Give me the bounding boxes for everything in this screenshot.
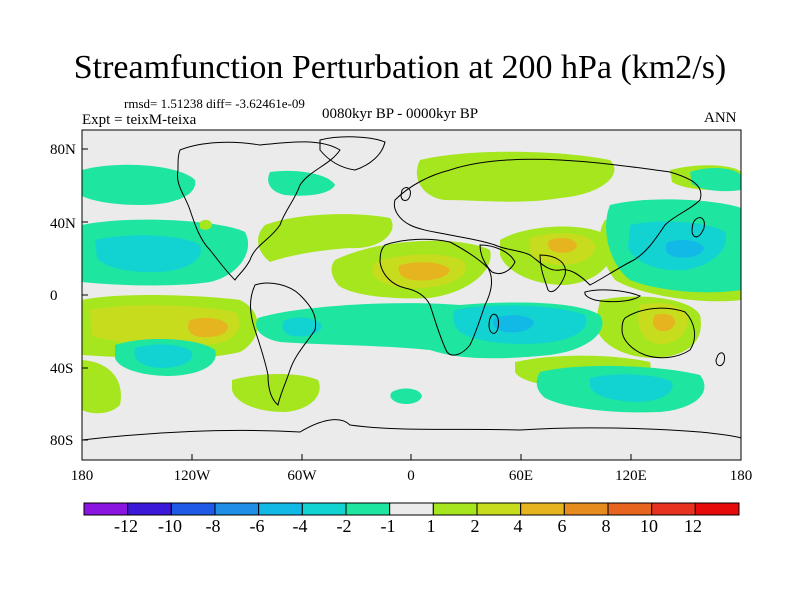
contour-asia-orange bbox=[548, 237, 577, 253]
colorbar-box-2 bbox=[170, 502, 216, 516]
contour-africa-orange bbox=[398, 262, 450, 281]
coast-greenland bbox=[319, 136, 386, 171]
lat-tick-80s: 80S bbox=[50, 433, 74, 449]
colorbar-box-7 bbox=[389, 502, 434, 516]
colorbar-label-8: 8 bbox=[601, 516, 611, 536]
coast-british-isles bbox=[400, 187, 411, 201]
lon-tick-0: 0 bbox=[407, 468, 415, 484]
contour-sw-pacific-green bbox=[82, 360, 121, 414]
coast-antarctica bbox=[82, 419, 741, 441]
colorbar-box-10 bbox=[520, 502, 565, 516]
colorbar-box-8 bbox=[432, 502, 478, 516]
colorbar-box-3 bbox=[214, 502, 260, 516]
lon-tick-180e: 180 bbox=[729, 468, 753, 484]
colorbar-label-m8: -8 bbox=[205, 516, 221, 536]
colorbar-box-5 bbox=[301, 502, 347, 516]
colorbar-box-11 bbox=[563, 502, 609, 516]
contour-south-pacific-blue bbox=[134, 344, 193, 368]
colorbar bbox=[83, 502, 740, 516]
contour-small-green-bubble bbox=[200, 219, 212, 230]
coast-south-america bbox=[250, 282, 317, 406]
coast-arabia bbox=[479, 244, 516, 275]
coastlines bbox=[82, 136, 741, 441]
colorbar-label-2: 2 bbox=[470, 516, 480, 536]
colorbar-label-m1: -1 bbox=[380, 516, 396, 536]
coast-africa bbox=[379, 238, 492, 356]
period-text: 0080kyr BP - 0000kyr BP bbox=[322, 106, 479, 122]
contour-australia-orange bbox=[653, 313, 675, 332]
colorbar-label-12: 12 bbox=[684, 516, 702, 536]
plot-title: Streamfunction Perturbation at 200 hPa (… bbox=[73, 49, 727, 86]
colorbar-label-10: 10 bbox=[640, 516, 658, 536]
coast-eurasia bbox=[393, 158, 702, 286]
colorbar-label-m4: -4 bbox=[292, 516, 308, 536]
coast-new-zealand bbox=[715, 352, 725, 367]
colorbar-label-6: 6 bbox=[557, 516, 567, 536]
season-text: ANN bbox=[704, 110, 737, 126]
colorbar-label-m10: -10 bbox=[158, 516, 182, 536]
contour-indian-ocean-core bbox=[493, 315, 534, 333]
contour-nh-atlantic-europe bbox=[416, 151, 615, 202]
lat-tick-80n: 80N bbox=[50, 142, 76, 158]
colorbar-label-1: 1 bbox=[426, 516, 436, 536]
contour-atlantic-blue bbox=[282, 317, 322, 337]
coast-japan bbox=[691, 217, 705, 238]
colorbar-label-m12: -12 bbox=[114, 516, 138, 536]
colorbar-box-4 bbox=[258, 502, 303, 516]
colorbar-box-6 bbox=[345, 502, 391, 516]
lon-tick-120e: 120E bbox=[615, 468, 647, 484]
colorbar-box-0 bbox=[83, 502, 129, 516]
contour-atlantic-africa-green bbox=[258, 214, 393, 262]
lat-tick-40s: 40S bbox=[50, 361, 74, 377]
colorbar-box-9 bbox=[476, 502, 522, 516]
lon-tick-120w: 120W bbox=[173, 468, 211, 484]
colorbar-box-12 bbox=[607, 502, 653, 516]
contour-south-atlantic-small-cyan bbox=[390, 388, 422, 404]
contour-south-pacific-orange bbox=[188, 318, 228, 338]
colorbar-label-m2: -2 bbox=[336, 516, 352, 536]
lat-tick-40n: 40N bbox=[50, 216, 76, 232]
coast-australia bbox=[621, 307, 696, 359]
colorbar-box-14 bbox=[694, 502, 740, 516]
contour-east-pacific-blue bbox=[95, 235, 201, 273]
colorbar-box-13 bbox=[651, 502, 696, 516]
colorbar-label-m6: -6 bbox=[249, 516, 265, 536]
experiment-text: Expt = teixM-teixa bbox=[82, 112, 197, 128]
contour-arctic-pacific-cyan bbox=[690, 168, 741, 192]
lat-tick-0: 0 bbox=[50, 288, 58, 304]
stats-text: rmsd= 1.51238 diff= -3.62461e-09 bbox=[124, 96, 305, 111]
coast-north-america bbox=[176, 141, 341, 281]
lon-tick-60w: 60W bbox=[287, 468, 317, 484]
axis-ticks bbox=[82, 148, 632, 460]
coast-india bbox=[539, 254, 566, 293]
contour-north-pacific-cyan bbox=[82, 164, 196, 205]
colorbar-label-4: 4 bbox=[513, 516, 523, 536]
contour-field bbox=[82, 130, 741, 460]
coast-indonesia bbox=[584, 289, 642, 303]
lon-tick-180w: 180 bbox=[70, 468, 94, 484]
colorbar-box-1 bbox=[127, 502, 172, 516]
lon-tick-60e: 60E bbox=[508, 468, 534, 484]
contour-west-pacific-core bbox=[665, 240, 704, 258]
coast-madagascar bbox=[488, 313, 499, 334]
contour-south-pacific-lower-green bbox=[232, 374, 320, 412]
contour-southern-ocean-blue bbox=[590, 374, 673, 402]
